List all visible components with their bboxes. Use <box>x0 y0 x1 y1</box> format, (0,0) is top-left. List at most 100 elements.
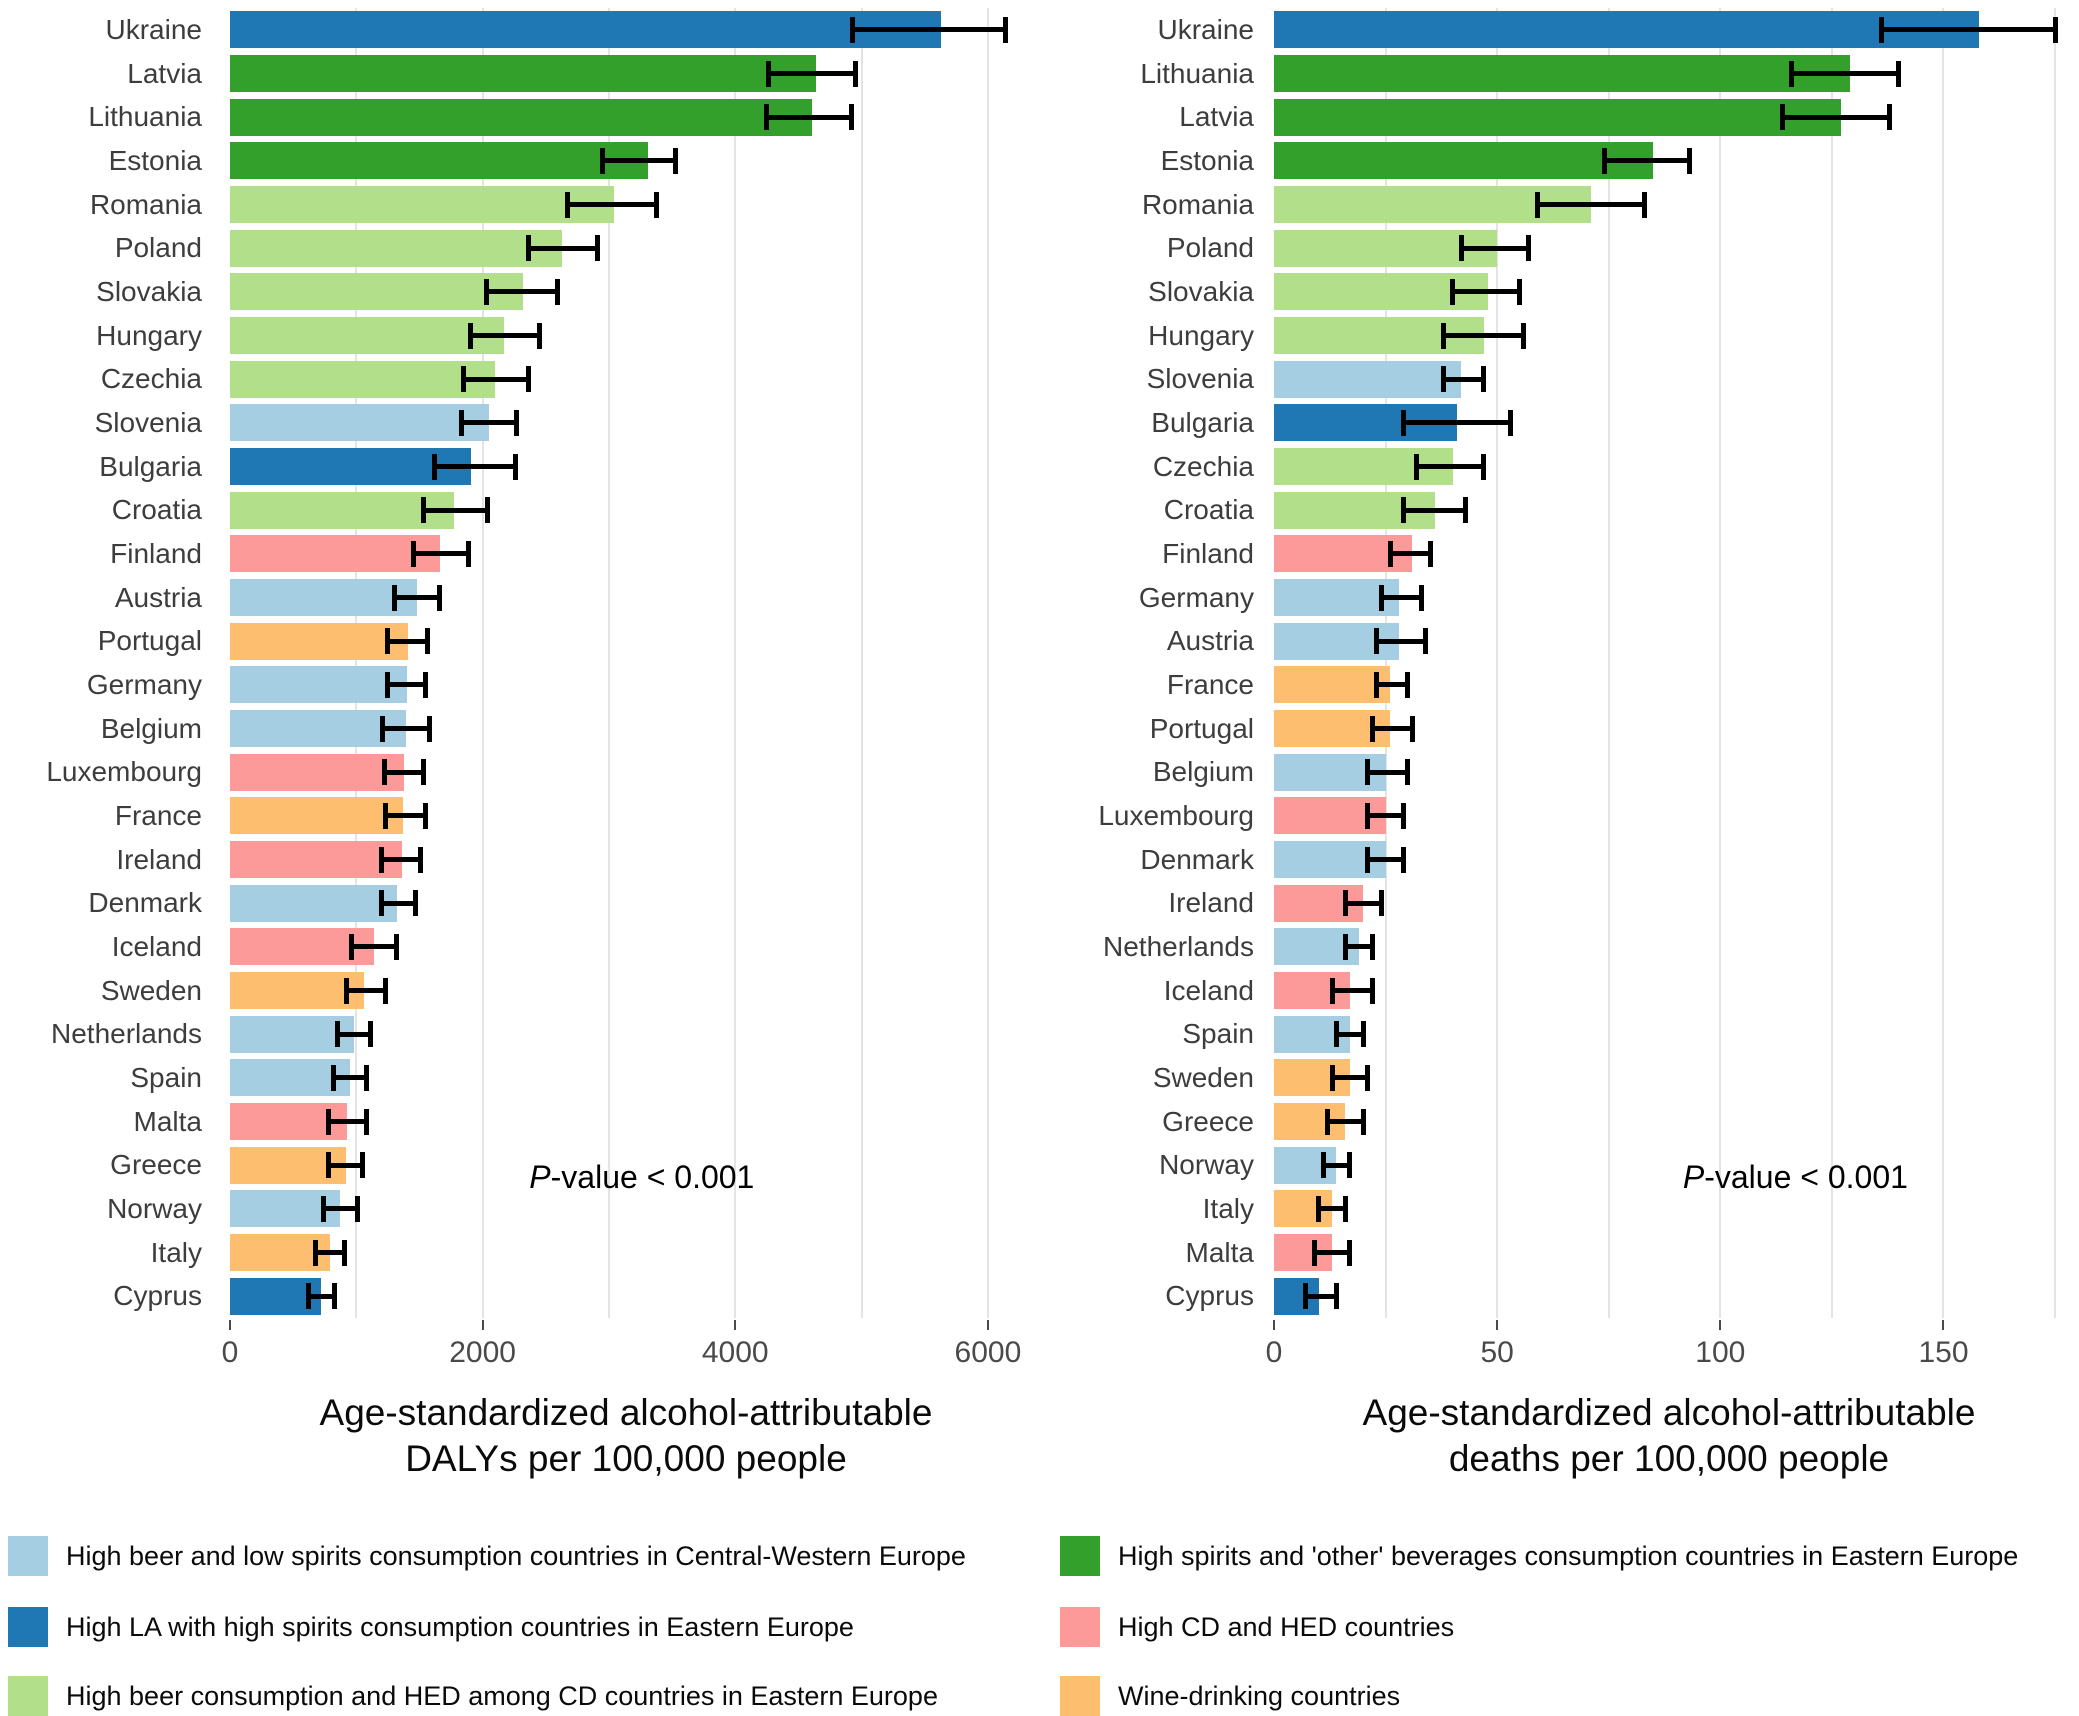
error-bar-cap-left <box>1450 278 1456 305</box>
bar <box>230 55 817 92</box>
error-bar <box>1367 769 1408 775</box>
country-label: Spain <box>130 1062 202 1093</box>
country-label: Austria <box>114 581 202 613</box>
country-label: Finland <box>1162 538 1254 569</box>
x-tick-label: 50 <box>1480 1336 1514 1369</box>
x-tick <box>1942 1320 1945 1330</box>
error-bar-cap-left <box>1316 1195 1322 1222</box>
error-bar-cap-right <box>1342 1195 1348 1222</box>
error-bar-cap-left <box>1878 16 1884 43</box>
error-bar-cap-left <box>1365 802 1371 829</box>
x-tick <box>1496 1320 1499 1330</box>
error-bar-cap-left <box>1342 890 1348 917</box>
error-bar-cap-left <box>461 366 467 393</box>
error-bar-cap-right <box>427 715 433 742</box>
error-bar <box>768 71 856 76</box>
error-bar <box>1881 27 2056 33</box>
bar <box>230 98 813 136</box>
country-label: Estonia <box>108 145 202 176</box>
error-bar-cap-left <box>764 104 770 131</box>
error-bar-cap-left <box>1400 497 1406 524</box>
country-label: Denmark <box>1140 843 1254 875</box>
bar <box>1274 98 1841 136</box>
error-bar-cap-right <box>1481 366 1487 393</box>
p-value-annotation: P-value < 0.001 <box>1682 1158 1908 1195</box>
legend-label: High beer and low spirits consumption co… <box>66 1541 966 1571</box>
country-label: Norway <box>107 1193 202 1224</box>
country-label: Germany <box>86 669 202 700</box>
error-bar-cap-right <box>1400 846 1406 873</box>
error-bar-cap-right <box>382 977 388 1004</box>
country-label: Hungary <box>96 319 202 351</box>
bar <box>230 273 524 311</box>
error-bar-cap-right <box>418 846 424 873</box>
error-bar <box>434 464 516 469</box>
country-label: Croatia <box>1163 494 1254 526</box>
error-bar <box>1461 245 1529 251</box>
country-label: Sweden <box>100 974 202 1006</box>
error-bar-cap-left <box>1333 1021 1339 1048</box>
bar <box>1274 579 1399 616</box>
error-bar-cap-right <box>424 628 430 655</box>
error-bar-cap-left <box>483 278 489 305</box>
error-bar <box>328 1119 367 1124</box>
country-label: Latvia <box>1179 101 1254 133</box>
error-bar-cap-right <box>848 104 854 131</box>
error-bar-cap-right <box>360 1152 366 1179</box>
country-label: Ireland <box>116 843 202 875</box>
error-bar <box>852 27 1006 33</box>
error-bar-cap-right <box>2052 16 2058 43</box>
error-bar-cap-right <box>437 584 443 611</box>
country-label: Spain <box>1182 1018 1254 1050</box>
gridline <box>481 8 484 1318</box>
error-bar-cap-left <box>1414 453 1420 480</box>
country-label: Poland <box>114 232 202 264</box>
error-bar-cap-left <box>320 1195 326 1222</box>
error-bar-cap-right <box>1463 497 1469 524</box>
error-bar <box>315 1250 345 1255</box>
legend-swatch-dg <box>1060 1536 1100 1576</box>
error-bar-cap-right <box>1481 453 1487 480</box>
country-label: Italy <box>150 1236 202 1268</box>
error-bar-cap-left <box>600 147 606 174</box>
error-bar-cap-right <box>342 1239 348 1266</box>
error-bar-cap-left <box>334 1021 340 1048</box>
x-tick <box>1273 1320 1275 1330</box>
error-bar-cap-right <box>1333 1283 1339 1310</box>
error-bar-cap-right <box>1525 235 1531 262</box>
error-bar <box>1336 1031 1364 1037</box>
country-label: Netherlands <box>51 1018 202 1050</box>
legend-swatch-pk <box>1060 1607 1100 1647</box>
error-bar-cap-left <box>525 235 531 262</box>
error-bar-cap-left <box>1302 1283 1308 1310</box>
error-bar-cap-right <box>525 366 531 393</box>
country-label: Sweden <box>1152 1062 1254 1093</box>
error-bar-cap-left <box>381 759 387 786</box>
country-label: Finland <box>110 538 202 569</box>
error-bar-cap-left <box>305 1283 311 1310</box>
error-bar-cap-right <box>363 1064 369 1091</box>
legend-swatch-or <box>1060 1676 1100 1716</box>
country-label: Austria <box>1166 625 1254 657</box>
error-bar-cap-right <box>1378 890 1384 917</box>
bar <box>230 404 489 442</box>
country-label: Greece <box>110 1149 202 1181</box>
legend-label: High LA with high spirits consumption co… <box>66 1612 854 1642</box>
country-label: Malta <box>133 1105 202 1137</box>
country-label: Iceland <box>1163 974 1254 1006</box>
country-label: Bulgaria <box>99 450 202 482</box>
error-bar <box>413 551 469 557</box>
error-bar <box>1403 507 1466 513</box>
error-bar-cap-left <box>1378 584 1384 611</box>
country-label: Estonia <box>1160 145 1254 176</box>
bar <box>230 186 614 223</box>
bar <box>230 11 942 49</box>
country-label: Ireland <box>1168 887 1254 919</box>
country-label: Bulgaria <box>1151 407 1254 438</box>
bar <box>230 1234 330 1271</box>
x-tick-label: 6000 <box>954 1336 1022 1369</box>
error-bar-cap-right <box>420 759 426 786</box>
error-bar <box>567 202 657 207</box>
country-label: Cyprus <box>1165 1280 1254 1312</box>
error-bar-cap-right <box>1400 802 1406 829</box>
